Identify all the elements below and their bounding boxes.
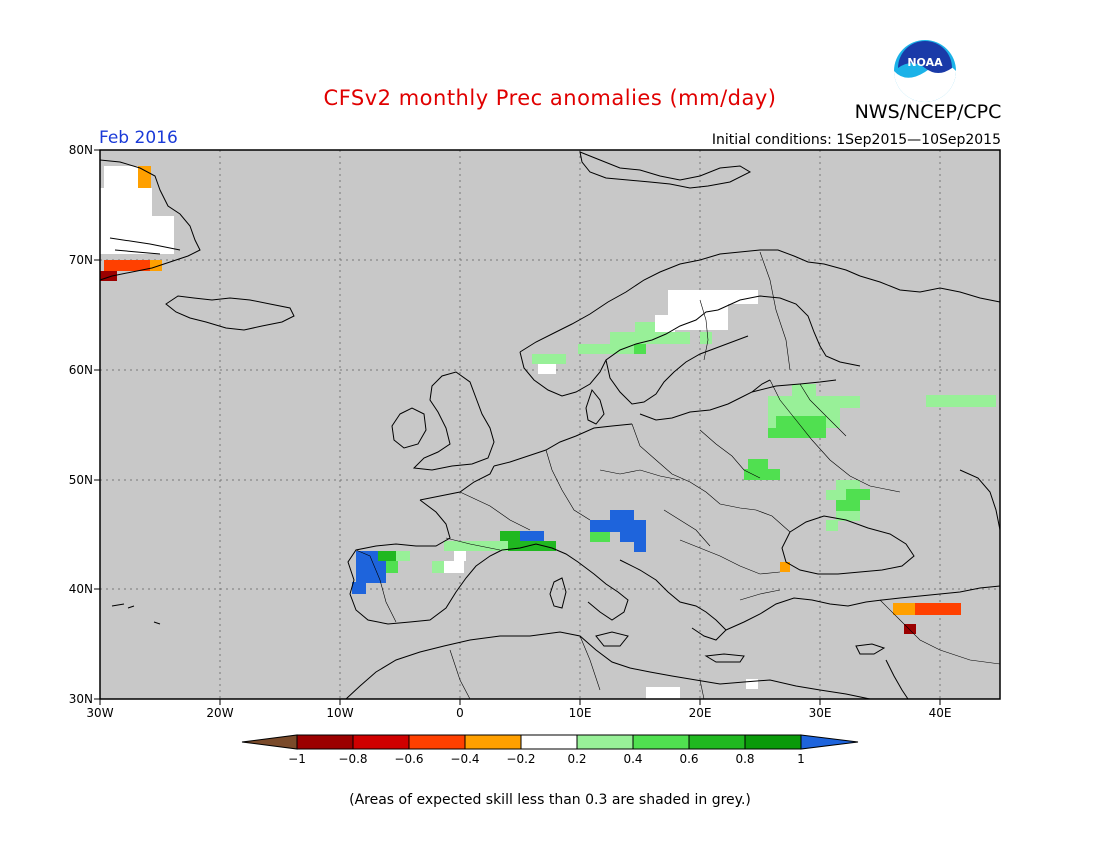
lat-label-70n: 70N (69, 253, 93, 267)
anomaly-cells (100, 166, 996, 699)
borders (355, 251, 1001, 700)
axis-ticks (94, 149, 941, 705)
lon-label-40e: 40E (929, 706, 952, 720)
initial-conditions: Initial conditions: 1Sep2015—10Sep2015 (711, 132, 1001, 148)
lat-label-50n: 50N (69, 473, 93, 487)
colorbar-label: 0.2 (567, 752, 586, 766)
noaa-logo: NOAA (894, 40, 956, 102)
lat-label-30n: 30N (69, 692, 93, 706)
colorbar-segment (296, 734, 354, 750)
colorbar-segment (632, 734, 690, 750)
lon-label-20e: 20E (689, 706, 712, 720)
coastlines (99, 151, 1001, 700)
map-frame (99, 149, 1001, 700)
noaa-logo-text: NOAA (907, 56, 943, 69)
colorbar-segment (408, 734, 466, 750)
chart-title: CFSv2 monthly Prec anomalies (mm/day) (323, 86, 777, 110)
lon-label-0: 0 (456, 706, 464, 720)
colorbar-label: −0.2 (506, 752, 535, 766)
colorbar-label: −0.6 (394, 752, 423, 766)
colorbar-label: −0.4 (450, 752, 479, 766)
lon-label-10e: 10E (569, 706, 592, 720)
lon-label-30w: 30W (86, 706, 113, 720)
colorbar-arrow-low (241, 734, 298, 750)
colorbar-segment (744, 734, 802, 750)
colorbar-segment (688, 734, 746, 750)
lon-label-20w: 20W (206, 706, 233, 720)
colorbar-segment (576, 734, 634, 750)
colorbar-label: 0.8 (735, 752, 754, 766)
colorbar-label: 0.4 (623, 752, 642, 766)
colorbar-label: 1 (797, 752, 805, 766)
colorbar-label: −0.8 (338, 752, 367, 766)
colorbar-segment (352, 734, 410, 750)
colorbar-label: −1 (288, 752, 306, 766)
colorbar-arrow-high (800, 734, 859, 750)
lon-label-10w: 10W (326, 706, 353, 720)
lat-label-40n: 40N (69, 582, 93, 596)
organization-label: NWS/NCEP/CPC (854, 101, 1002, 123)
map-background (100, 150, 1000, 699)
lon-label-30e: 30E (809, 706, 832, 720)
colorbar-label: 0.6 (679, 752, 698, 766)
lat-label-80n: 80N (69, 143, 93, 157)
lat-label-60n: 60N (69, 363, 93, 377)
colorbar-segment (464, 734, 522, 750)
skill-note: (Areas of expected skill less than 0.3 a… (349, 792, 751, 808)
colorbar-segment (520, 734, 578, 750)
forecast-period: Feb 2016 (99, 128, 178, 148)
colorbar (241, 734, 859, 750)
